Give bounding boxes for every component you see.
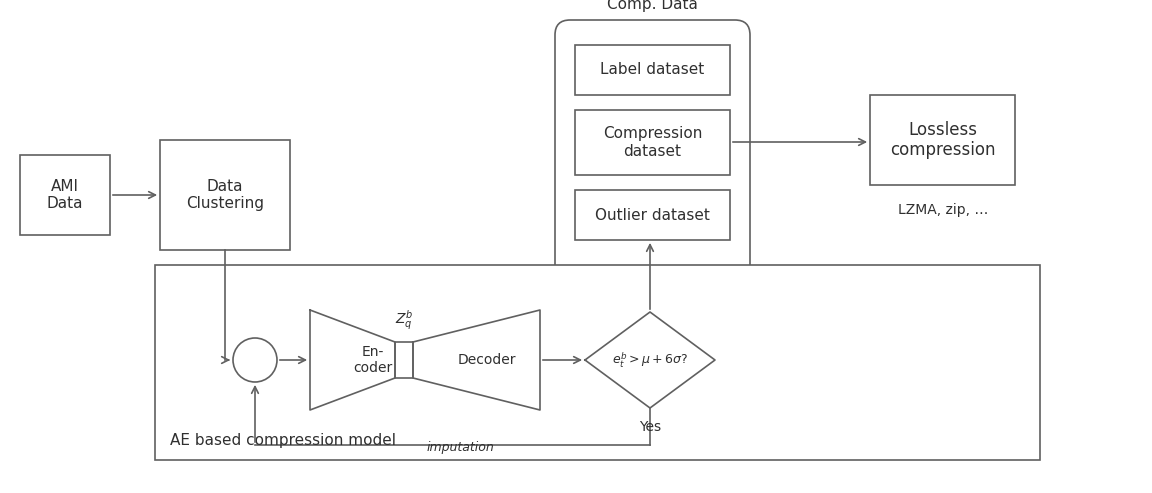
Text: En-
coder: En- coder — [354, 345, 393, 375]
Text: Label dataset: Label dataset — [600, 63, 705, 77]
Text: $Z_q^b$: $Z_q^b$ — [395, 308, 414, 332]
Bar — [156, 265, 1040, 460]
Text: LZMA, zip, …: LZMA, zip, … — [897, 203, 988, 217]
Text: Lossless
compression: Lossless compression — [889, 121, 995, 159]
Text: AMI
Data: AMI Data — [47, 179, 83, 211]
Text: Outlier dataset: Outlier dataset — [596, 208, 710, 222]
Text: Yes: Yes — [639, 420, 661, 434]
Text: Compression
dataset: Compression dataset — [602, 126, 703, 159]
Bar — [870, 95, 1015, 185]
Bar — [575, 110, 730, 175]
Text: imputation: imputation — [426, 442, 494, 455]
Bar — [395, 342, 414, 378]
Text: Comp. Data: Comp. Data — [607, 0, 698, 12]
Bar — [575, 190, 730, 240]
Text: Decoder: Decoder — [457, 353, 516, 367]
Bar — [20, 155, 109, 235]
Text: Data
Clustering: Data Clustering — [185, 179, 264, 211]
Circle shape — [233, 338, 276, 382]
Text: AE based compression model: AE based compression model — [170, 433, 396, 448]
Bar — [575, 45, 730, 95]
FancyBboxPatch shape — [555, 20, 750, 285]
Text: $e_t^b > \mu + 6\sigma?$: $e_t^b > \mu + 6\sigma?$ — [612, 351, 688, 370]
Bar — [160, 140, 290, 250]
